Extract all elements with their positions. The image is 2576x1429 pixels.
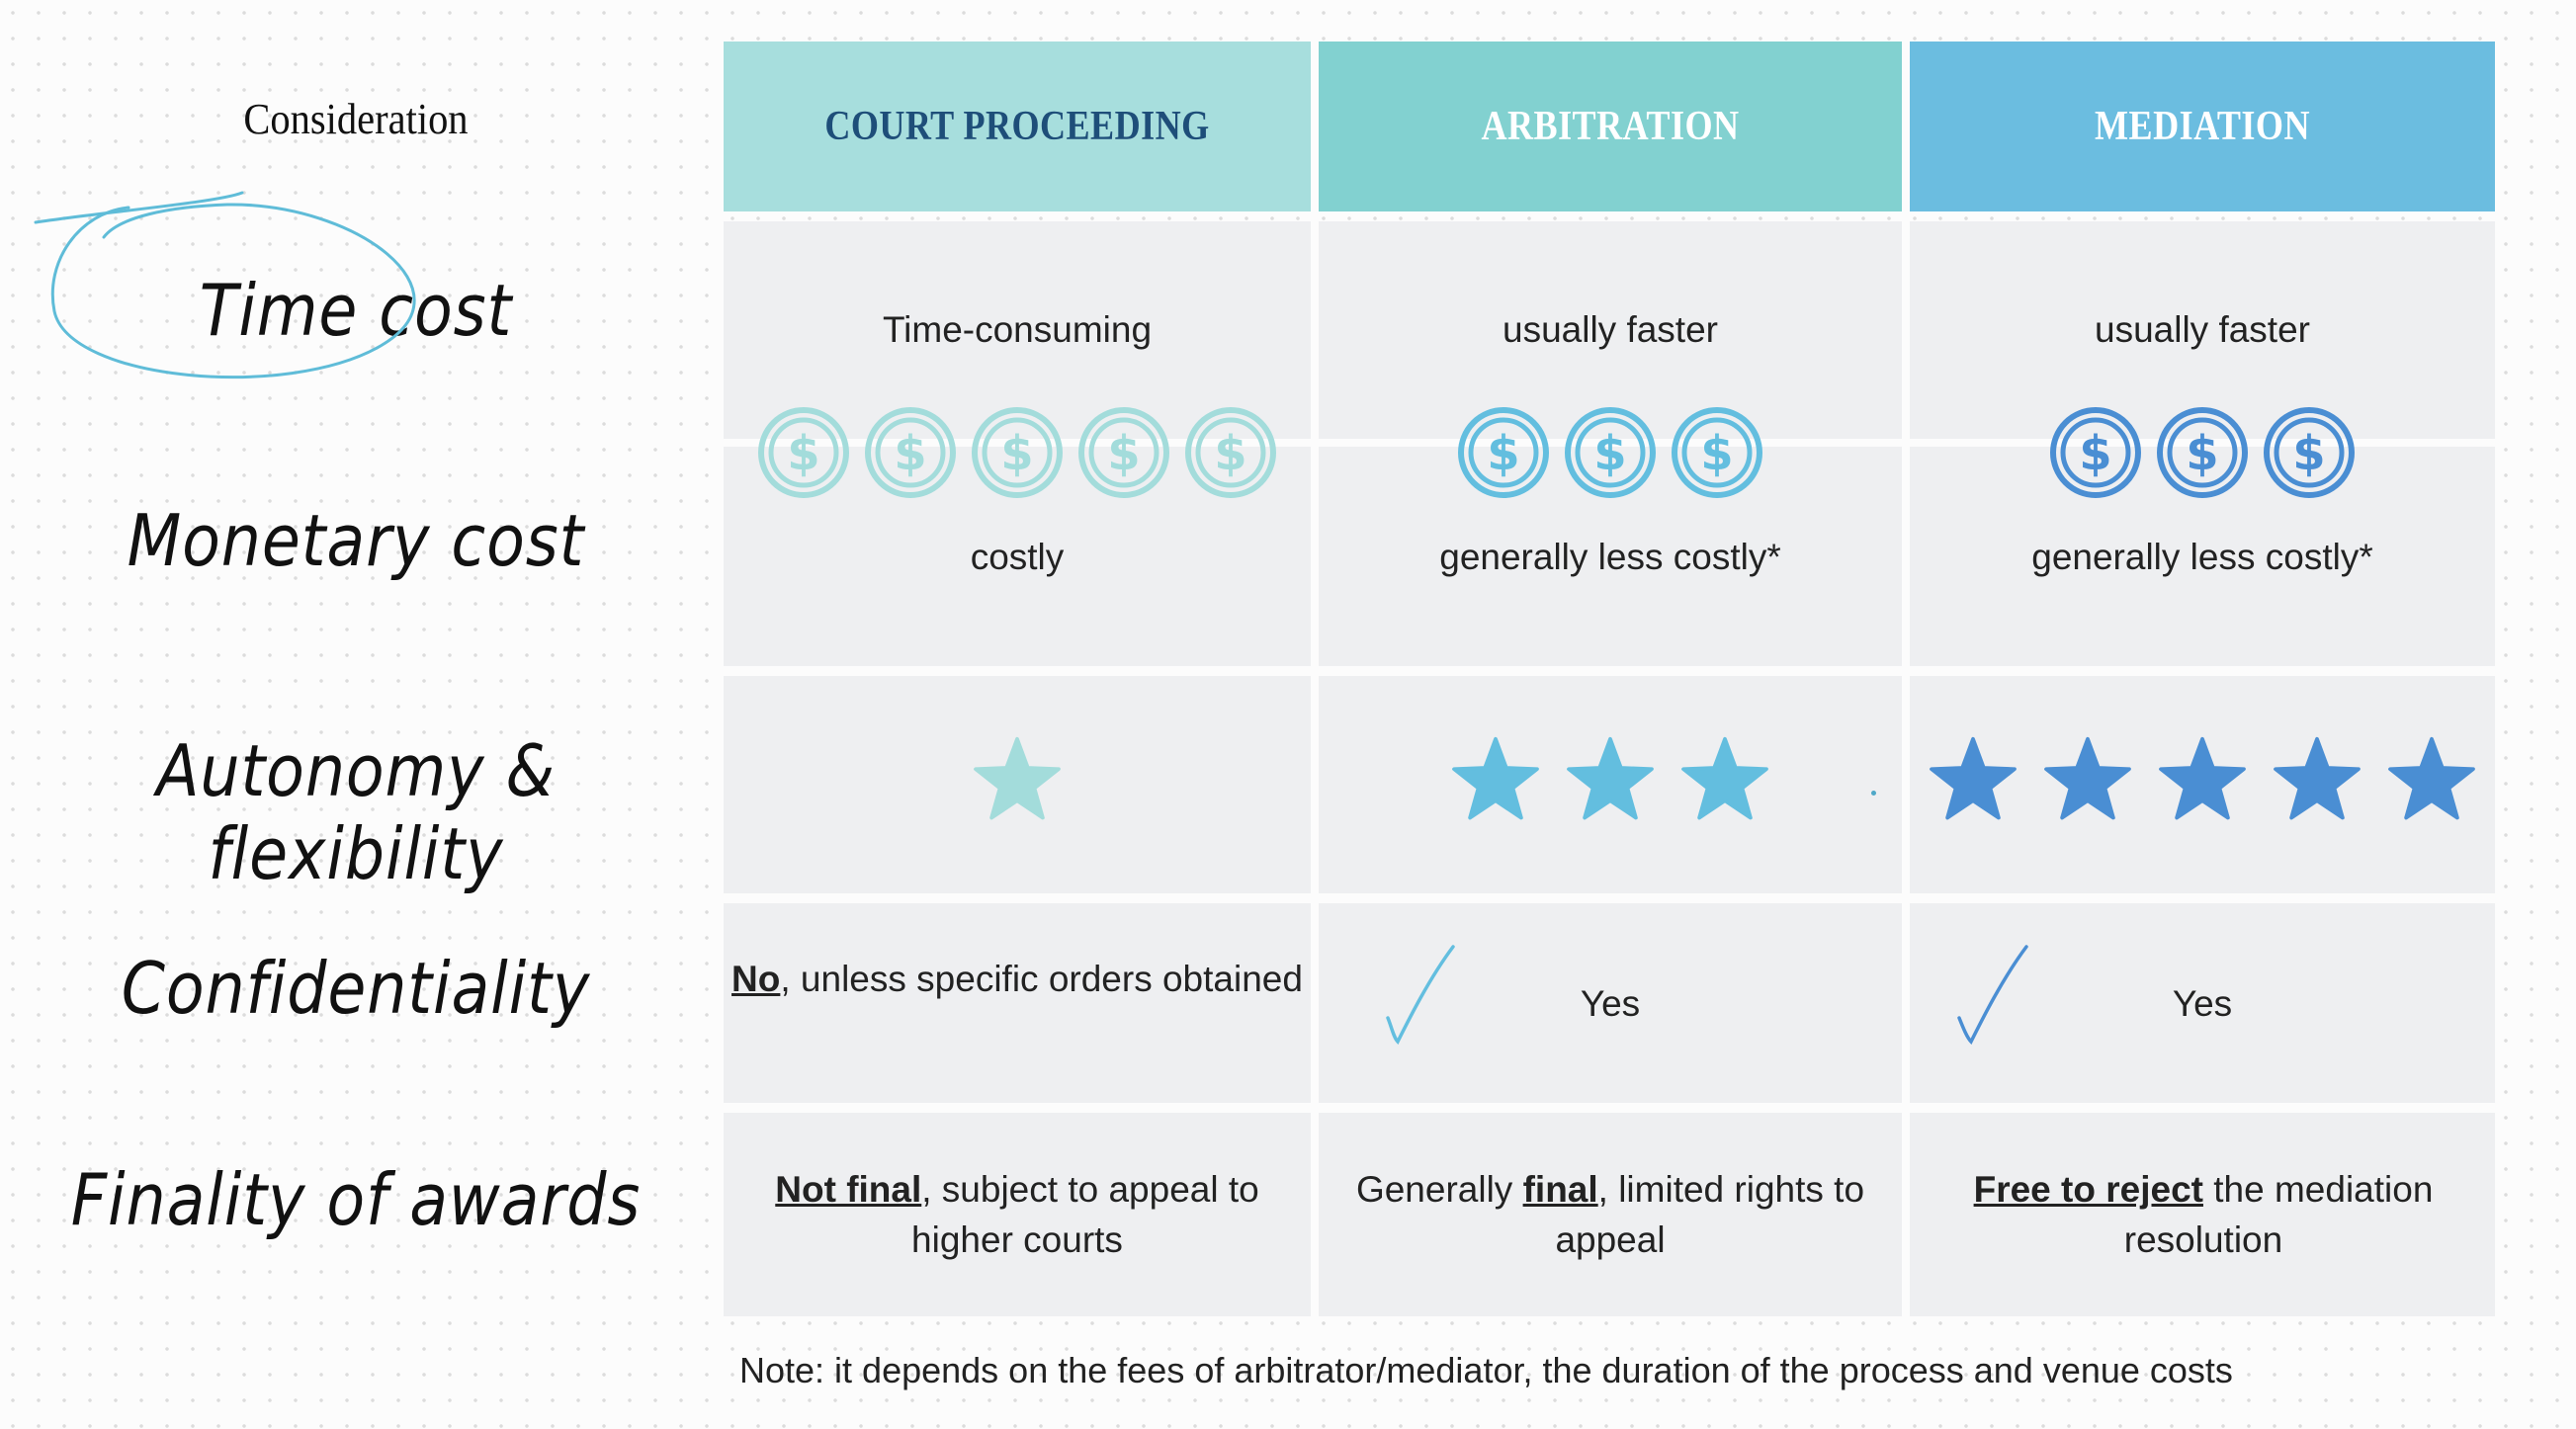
consideration-label: Consideration (243, 95, 469, 143)
arbitration-finality-pre: Generally (1355, 1169, 1523, 1210)
star-icon (1452, 736, 1539, 820)
star-icon (974, 736, 1061, 820)
star-icon (2044, 736, 2131, 820)
header-arbitration: ARBITRATION (1319, 42, 1902, 211)
svg-text:$: $ (894, 426, 926, 481)
svg-text:$: $ (1000, 426, 1033, 481)
dollar-coin-icon: $ (2050, 407, 2141, 498)
mediation-confidentiality-text: Yes (2172, 983, 2233, 1024)
court-money-text: costly (970, 537, 1065, 577)
header-mediation: MEDIATION (1910, 42, 2495, 211)
court-time-text: Time-consuming (882, 309, 1153, 350)
court-finality-cell (724, 1113, 1311, 1316)
star-icon (1567, 736, 1654, 820)
court-finality-emphasis: Not final (775, 1169, 922, 1210)
arbitration-time-cell (1319, 221, 1902, 439)
circle-annotation-icon (34, 191, 416, 379)
dollar-coin-icon: $ (1672, 407, 1762, 498)
arbitration-money-icons: $ $ $ (1319, 403, 1902, 502)
mediation-finality-rest: the mediation resolution (2123, 1169, 2434, 1260)
dollar-coin-icon: $ (1078, 407, 1169, 498)
arbitration-confidentiality-text: Yes (1580, 983, 1641, 1024)
arbitration-finality-rest: , limited rights to appeal (1555, 1169, 1865, 1260)
arbitration-time-text: usually faster (1503, 309, 1718, 350)
mediation-autonomy-stars (1910, 731, 2495, 830)
dollar-coin-icon: $ (1565, 407, 1656, 498)
star-icon (1681, 736, 1768, 820)
arbitration-money-text: generally less costly* (1439, 537, 1781, 577)
svg-text:$: $ (2292, 426, 2325, 481)
dollar-coin-icon: $ (2157, 407, 2248, 498)
mediation-checkmark-icon (1957, 945, 2028, 1045)
header-mediation-label: MEDIATION (2095, 104, 2310, 149)
arbitration-checkmark-icon (1386, 945, 1455, 1045)
dollar-coin-icon: $ (865, 407, 956, 498)
court-time-cell (724, 221, 1311, 439)
court-autonomy-stars (724, 731, 1311, 830)
mediation-finality-emphasis: Free to reject (1973, 1169, 2203, 1210)
header-court: COURT PROCEEDING (724, 42, 1311, 211)
footnote: Note: it depends on the fees of arbitrat… (739, 1350, 2233, 1390)
svg-text:$: $ (1593, 426, 1626, 481)
dollar-coin-icon: $ (1185, 407, 1276, 498)
stray-dot (1871, 791, 1876, 796)
star-icon (2388, 736, 2475, 820)
svg-text:$: $ (1487, 426, 1519, 481)
header-arbitration-label: ARBITRATION (1481, 104, 1740, 149)
court-confidentiality-cell (724, 903, 1311, 1103)
row-label-monetary-cost: Monetary cost (127, 499, 585, 582)
svg-text:$: $ (1214, 426, 1246, 481)
row-label-autonomy: Autonomy & flexibility (156, 729, 556, 895)
mediation-finality-text: Free to reject the mediation resolution (1928, 1164, 2479, 1265)
court-finality-text: Not final, subject to appeal to higher c… (741, 1164, 1293, 1265)
row-label-finality: Finality of awards (70, 1158, 642, 1241)
arbitration-finality-cell (1319, 1113, 1902, 1316)
svg-text:$: $ (2186, 426, 2218, 481)
svg-text:$: $ (787, 426, 819, 481)
mediation-money-text: generally less costly* (2031, 537, 2373, 577)
mediation-finality-cell (1910, 1113, 2495, 1316)
row-label-time-cost: Time cost (199, 269, 513, 352)
header-court-label: COURT PROCEEDING (824, 104, 1210, 149)
dollar-coin-icon: $ (972, 407, 1063, 498)
star-icon (2274, 736, 2361, 820)
row-label-confidentiality: Confidentiality (121, 947, 591, 1030)
court-confidentiality-rest: , unless specific orders obtained (780, 959, 1303, 999)
mediation-confidentiality-cell (1910, 903, 2495, 1103)
court-confidentiality-text: No, unless specific orders obtained (724, 954, 1311, 1004)
court-money-icons: $ $ $ $ $ (724, 403, 1311, 502)
dollar-coin-icon: $ (1458, 407, 1549, 498)
dollar-coin-icon: $ (758, 407, 849, 498)
star-icon (2159, 736, 2246, 820)
arbitration-confidentiality-cell (1319, 903, 1902, 1103)
court-finality-rest: , subject to appeal to higher courts (911, 1169, 1259, 1260)
arbitration-finality-text: Generally final, limited rights to appea… (1334, 1164, 1886, 1265)
mediation-time-text: usually faster (2095, 309, 2310, 350)
arbitration-finality-emphasis: final (1522, 1169, 1598, 1210)
star-icon (1930, 736, 2017, 820)
svg-text:$: $ (1107, 426, 1140, 481)
arbitration-autonomy-stars (1319, 731, 1902, 830)
svg-text:$: $ (1700, 426, 1733, 481)
dollar-coin-icon: $ (2264, 407, 2355, 498)
mediation-money-icons: $ $ $ (1910, 403, 2495, 502)
court-confidentiality-emphasis: No (731, 959, 781, 999)
svg-text:$: $ (2079, 426, 2111, 481)
mediation-time-cell (1910, 221, 2495, 439)
